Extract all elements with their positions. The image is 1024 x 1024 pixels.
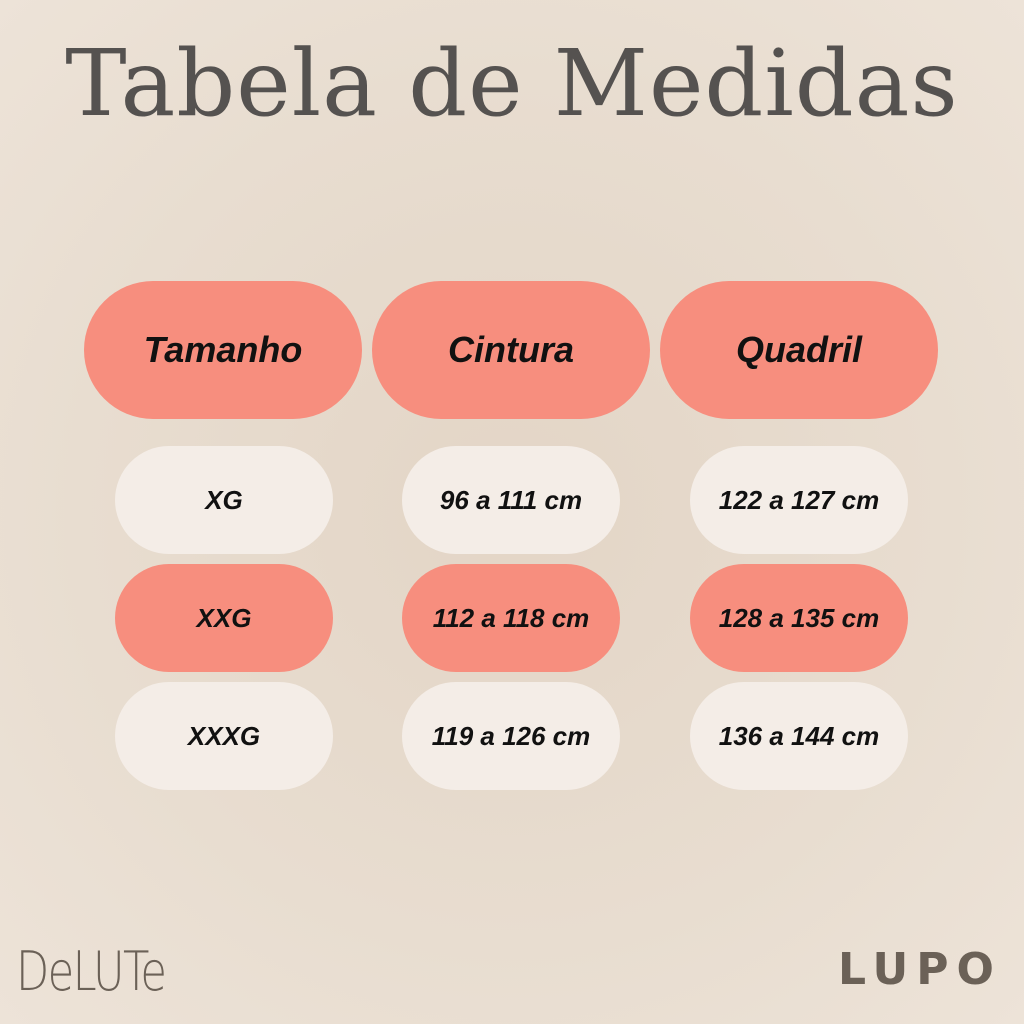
row-xxxg-size: XXXG [115,682,333,790]
row-xxxg-waist: 119 a 126 cm [402,682,620,790]
header-waist: Cintura [372,281,650,419]
lupo-logo: LUPO [838,944,1002,995]
row-xg-hip: 122 a 127 cm [690,446,908,554]
page-title: Tabela de Medidas [65,30,959,137]
row-xxxg-hip: 136 a 144 cm [690,682,908,790]
row-xxg-size: XXG [115,564,333,672]
delute-logo: DeLUTe [16,940,167,1003]
header-size: Tamanho [84,281,362,419]
row-xxg-hip: 128 a 135 cm [690,564,908,672]
row-xg-size: XG [115,446,333,554]
header-hip: Quadril [660,281,938,419]
row-xg-waist: 96 a 111 cm [402,446,620,554]
row-xxg-waist: 112 a 118 cm [402,564,620,672]
